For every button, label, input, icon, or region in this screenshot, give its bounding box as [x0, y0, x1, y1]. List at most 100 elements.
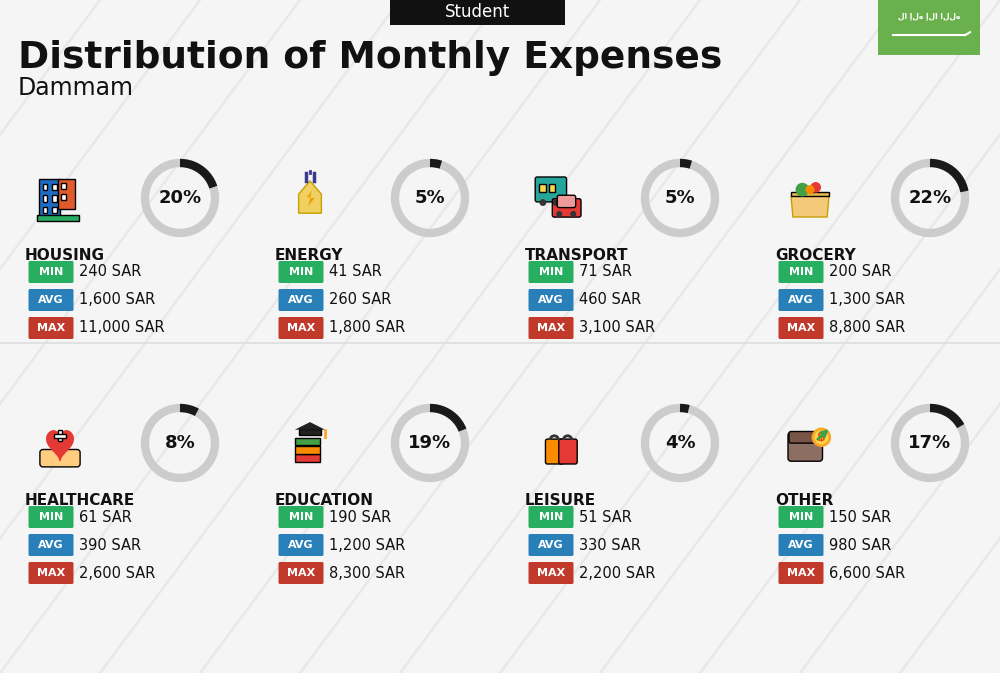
FancyBboxPatch shape	[778, 289, 824, 311]
FancyBboxPatch shape	[278, 317, 324, 339]
FancyBboxPatch shape	[295, 446, 320, 454]
Text: LEISURE: LEISURE	[525, 493, 596, 508]
FancyBboxPatch shape	[778, 562, 824, 584]
FancyBboxPatch shape	[778, 317, 824, 339]
Polygon shape	[307, 190, 315, 207]
Circle shape	[539, 199, 546, 206]
Text: AVG: AVG	[38, 540, 64, 550]
Text: Dammam: Dammam	[18, 76, 134, 100]
Text: ENERGY: ENERGY	[275, 248, 344, 263]
Text: 390 SAR: 390 SAR	[79, 538, 141, 553]
Text: 460 SAR: 460 SAR	[579, 293, 641, 308]
Text: 1,600 SAR: 1,600 SAR	[79, 293, 155, 308]
FancyBboxPatch shape	[778, 506, 824, 528]
Circle shape	[556, 211, 562, 217]
FancyBboxPatch shape	[549, 184, 555, 192]
FancyBboxPatch shape	[43, 207, 47, 213]
Text: 980 SAR: 980 SAR	[829, 538, 891, 553]
Text: 5%: 5%	[665, 189, 695, 207]
FancyBboxPatch shape	[52, 195, 57, 202]
Circle shape	[810, 182, 821, 192]
Polygon shape	[299, 181, 321, 213]
Text: MAX: MAX	[37, 568, 65, 578]
Text: Distribution of Monthly Expenses: Distribution of Monthly Expenses	[18, 40, 722, 76]
FancyBboxPatch shape	[278, 289, 324, 311]
FancyBboxPatch shape	[528, 534, 574, 556]
Text: 22%: 22%	[908, 189, 952, 207]
Circle shape	[813, 429, 830, 446]
Text: 1,200 SAR: 1,200 SAR	[329, 538, 405, 553]
Text: MIN: MIN	[539, 267, 563, 277]
FancyBboxPatch shape	[278, 261, 324, 283]
Text: 61 SAR: 61 SAR	[79, 509, 132, 524]
Text: HOUSING: HOUSING	[25, 248, 105, 263]
FancyBboxPatch shape	[37, 215, 79, 221]
Text: MAX: MAX	[287, 568, 315, 578]
Text: 41 SAR: 41 SAR	[329, 264, 382, 279]
Text: لا إله إلا الله: لا إله إلا الله	[898, 11, 960, 20]
Polygon shape	[295, 422, 325, 429]
Text: MIN: MIN	[789, 267, 813, 277]
FancyBboxPatch shape	[40, 450, 80, 467]
FancyBboxPatch shape	[278, 562, 324, 584]
Text: HEALTHCARE: HEALTHCARE	[25, 493, 135, 508]
Text: AVG: AVG	[788, 295, 814, 305]
FancyBboxPatch shape	[878, 0, 980, 55]
Text: 11,000 SAR: 11,000 SAR	[79, 320, 165, 336]
FancyBboxPatch shape	[54, 434, 66, 438]
Text: 260 SAR: 260 SAR	[329, 293, 391, 308]
FancyBboxPatch shape	[28, 261, 74, 283]
Text: AVG: AVG	[38, 295, 64, 305]
FancyBboxPatch shape	[278, 506, 324, 528]
FancyBboxPatch shape	[61, 194, 66, 200]
FancyBboxPatch shape	[552, 199, 581, 217]
FancyBboxPatch shape	[295, 454, 320, 462]
Text: EDUCATION: EDUCATION	[275, 493, 374, 508]
FancyBboxPatch shape	[39, 179, 60, 217]
FancyBboxPatch shape	[43, 195, 47, 202]
FancyBboxPatch shape	[28, 562, 74, 584]
FancyBboxPatch shape	[43, 184, 47, 190]
Text: 2,200 SAR: 2,200 SAR	[579, 565, 656, 581]
FancyBboxPatch shape	[528, 562, 574, 584]
Text: 17%: 17%	[908, 434, 952, 452]
Text: AVG: AVG	[288, 295, 314, 305]
FancyBboxPatch shape	[28, 506, 74, 528]
Text: 4%: 4%	[665, 434, 695, 452]
FancyBboxPatch shape	[58, 179, 75, 209]
FancyBboxPatch shape	[295, 437, 320, 446]
FancyBboxPatch shape	[390, 0, 565, 25]
Text: AVG: AVG	[538, 295, 564, 305]
FancyBboxPatch shape	[52, 184, 57, 190]
Text: MAX: MAX	[537, 568, 565, 578]
Text: 150 SAR: 150 SAR	[829, 509, 891, 524]
Text: MAX: MAX	[787, 568, 815, 578]
Text: AVG: AVG	[788, 540, 814, 550]
Text: MAX: MAX	[787, 323, 815, 333]
Text: $: $	[817, 431, 826, 444]
Text: 8,800 SAR: 8,800 SAR	[829, 320, 905, 336]
Text: AVG: AVG	[538, 540, 564, 550]
FancyBboxPatch shape	[789, 431, 822, 443]
Text: 240 SAR: 240 SAR	[79, 264, 141, 279]
FancyBboxPatch shape	[559, 439, 577, 464]
FancyBboxPatch shape	[539, 184, 546, 192]
Circle shape	[553, 199, 560, 206]
Text: 51 SAR: 51 SAR	[579, 509, 632, 524]
Text: 190 SAR: 190 SAR	[329, 509, 391, 524]
FancyBboxPatch shape	[791, 192, 829, 196]
FancyBboxPatch shape	[52, 207, 57, 213]
Text: MIN: MIN	[39, 512, 63, 522]
Circle shape	[805, 185, 815, 194]
Text: MIN: MIN	[39, 267, 63, 277]
Circle shape	[796, 183, 809, 197]
FancyBboxPatch shape	[545, 439, 564, 464]
FancyBboxPatch shape	[299, 429, 321, 435]
FancyBboxPatch shape	[61, 183, 66, 188]
Polygon shape	[47, 431, 73, 460]
Text: GROCERY: GROCERY	[775, 248, 856, 263]
FancyBboxPatch shape	[28, 534, 74, 556]
Circle shape	[570, 211, 576, 217]
Text: MAX: MAX	[37, 323, 65, 333]
FancyBboxPatch shape	[28, 289, 74, 311]
